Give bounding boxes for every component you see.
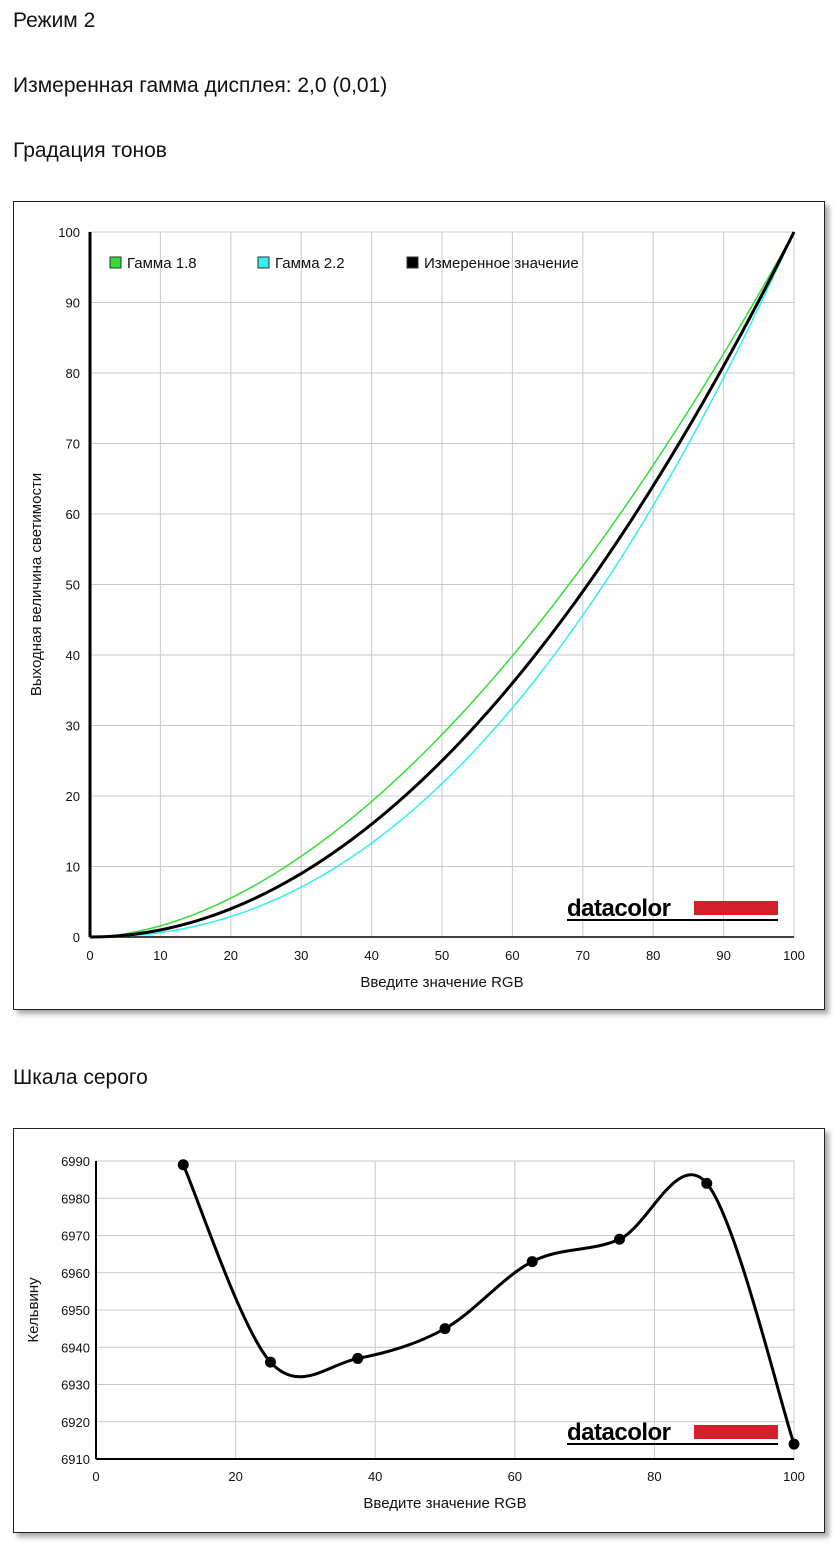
y-tick-label: 6920 <box>61 1415 90 1430</box>
x-tick-label: 40 <box>364 948 378 963</box>
x-tick-label: 100 <box>783 948 805 963</box>
y-axis-label: Выходная величина светимости <box>28 473 45 696</box>
data-point <box>701 1177 713 1189</box>
x-tick-label: 60 <box>505 948 519 963</box>
gray-chart-panel: 0 20 40 60 80 100 6910 6920 6930 6940 6950 6960 6970… <box>13 1128 825 1533</box>
x-tick-label: 100 <box>783 1469 805 1484</box>
data-point <box>788 1438 800 1450</box>
series-line-3 <box>89 231 796 939</box>
data-point <box>265 1356 276 1368</box>
legend-swatch <box>406 256 419 269</box>
y-tick-label: 6990 <box>61 1154 90 1169</box>
data-point <box>177 1159 189 1171</box>
y-tick-label: 6960 <box>61 1266 90 1281</box>
data-point <box>614 1233 625 1245</box>
y-tick-label: 0 <box>73 930 80 945</box>
x-tick-label: 80 <box>646 948 660 963</box>
y-tick-label: 90 <box>66 296 80 311</box>
x-tick-label: 90 <box>716 948 730 963</box>
y-tick-label: 60 <box>66 507 80 522</box>
y-tick-label: 70 <box>66 437 80 452</box>
y-tick-label: 6980 <box>61 1191 90 1206</box>
x-tick-label: 80 <box>647 1469 661 1484</box>
brand-logo-bar <box>694 901 778 915</box>
legend-label: Гамма 1.8 <box>127 255 197 272</box>
gray-scale-chart: 0 20 40 60 80 100 6910 6920 6930 6940 6950 6960 6970… <box>25 1154 805 1512</box>
legend-label: Гамма 2.2 <box>275 255 345 272</box>
x-tick-label: 10 <box>153 948 167 963</box>
x-tick-label: 30 <box>294 948 308 963</box>
y-tick-label: 100 <box>58 225 80 240</box>
x-axis-label: Введите значение RGB <box>363 1495 526 1512</box>
data-point <box>526 1256 538 1268</box>
y-tick-label: 6930 <box>61 1378 90 1393</box>
data-point <box>439 1323 451 1335</box>
y-tick-label: 6950 <box>61 1303 90 1318</box>
series-line-2 <box>89 231 795 938</box>
x-tick-label: 50 <box>435 948 449 963</box>
series-line-1 <box>89 231 795 938</box>
x-axis-label: Введите значение RGB <box>360 974 523 991</box>
tone-chart: 0 10 20 30 40 50 60 70 80 90 100 0 10 20 30 40 50 60 70 80 9… <box>28 225 805 991</box>
y-tick-label: 40 <box>66 648 80 663</box>
x-tick-label: 0 <box>92 1469 99 1484</box>
legend-swatch <box>257 256 270 269</box>
y-tick-label: 20 <box>66 789 80 804</box>
measured-gamma-label: Измеренная гамма дисплея: 2,0 (0,01) <box>13 74 388 97</box>
y-tick-label: 30 <box>66 719 80 734</box>
x-tick-label: 40 <box>368 1469 382 1484</box>
y-tick-label: 80 <box>66 366 80 381</box>
y-axis-label: Кельвину <box>25 1277 42 1343</box>
y-tick-label: 6910 <box>61 1452 90 1467</box>
brand-logo-bar <box>694 1425 778 1439</box>
data-point <box>352 1352 364 1364</box>
tone-section-title: Градация тонов <box>13 139 167 162</box>
tone-chart-panel: 0 10 20 30 40 50 60 70 80 90 100 0 10 20 30 40 50 60 70 80 9… <box>13 201 825 1010</box>
legend-swatch <box>109 256 122 269</box>
x-tick-label: 0 <box>86 948 93 963</box>
y-tick-label: 6970 <box>61 1229 90 1244</box>
brand-logo-text: datacolor <box>567 1419 671 1446</box>
x-tick-label: 20 <box>224 948 238 963</box>
y-tick-label: 50 <box>66 578 80 593</box>
x-tick-label: 70 <box>576 948 590 963</box>
x-tick-label: 20 <box>228 1469 242 1484</box>
x-tick-label: 60 <box>508 1469 522 1484</box>
y-tick-label: 10 <box>66 860 80 875</box>
y-tick-label: 6940 <box>61 1340 90 1355</box>
gray-section-title: Шкала серого <box>13 1066 148 1089</box>
brand-logo-text: datacolor <box>567 895 671 922</box>
mode-label: Режим 2 <box>13 9 96 32</box>
legend-label: Измеренное значение <box>424 255 579 272</box>
